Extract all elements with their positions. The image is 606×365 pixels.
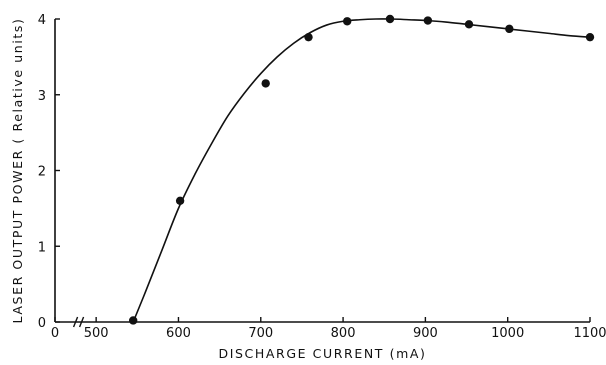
x-tick-label: 600	[166, 326, 191, 341]
x-axis-break-mark	[72, 316, 79, 328]
chart-tick-labels: 0 500 600 700 800 900 1000 1100 0 1 2 3 4	[38, 13, 606, 341]
y-axis-label: LASER OUTPUT POWER ( Relative units)	[10, 18, 25, 324]
x-tick-label: 1000	[491, 326, 524, 341]
y-tick-label: 4	[38, 13, 46, 28]
data-points	[128, 14, 595, 325]
chart-axes	[54, 19, 590, 328]
data-point	[261, 79, 270, 88]
data-point	[385, 14, 395, 24]
chart-ticks	[54, 18, 591, 323]
y-tick-label: 3	[38, 89, 46, 104]
data-point	[304, 32, 313, 42]
x-tick-label: 700	[248, 326, 273, 341]
data-point	[342, 17, 352, 26]
y-tick-label: 2	[38, 165, 46, 180]
fit-curve	[132, 18, 591, 323]
data-point	[464, 20, 474, 29]
x-axis-break-mark	[78, 316, 85, 328]
data-point	[585, 32, 595, 42]
y-tick-label: 0	[38, 316, 46, 331]
data-point	[505, 24, 514, 34]
x-tick-label: 1100	[573, 326, 606, 341]
x-axis-label: DISCHARGE CURRENT (mA)	[219, 346, 427, 361]
y-tick-label: 1	[38, 240, 46, 255]
x-tick-label: 800	[331, 326, 356, 341]
x-tick-label: 900	[413, 326, 438, 341]
data-point	[128, 316, 138, 325]
x-tick-label: 0	[51, 326, 59, 341]
x-tick-label: 500	[84, 326, 109, 341]
data-point	[175, 196, 185, 205]
data-point	[423, 16, 433, 25]
